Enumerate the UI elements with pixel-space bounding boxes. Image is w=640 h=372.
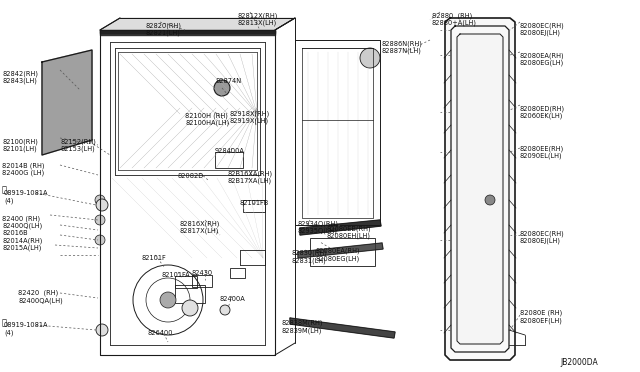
Text: 82820(RH)
82821(LH): 82820(RH) 82821(LH) — [145, 22, 181, 36]
Text: 82100H (RH)
82100HA(LH): 82100H (RH) 82100HA(LH) — [185, 112, 229, 126]
Text: 82430: 82430 — [192, 270, 213, 276]
Text: 82080E (RH)
82080EF(LH): 82080E (RH) 82080EF(LH) — [520, 310, 563, 324]
Text: 82080EA(RH)
82080EG(LH): 82080EA(RH) 82080EG(LH) — [316, 248, 360, 262]
Text: 928400A: 928400A — [215, 148, 245, 154]
Polygon shape — [290, 318, 395, 338]
Text: 82014B (RH)
82400G (LH): 82014B (RH) 82400G (LH) — [2, 162, 45, 176]
Text: 82152(RH)
82153(LH): 82152(RH) 82153(LH) — [60, 138, 96, 152]
Text: 82400A: 82400A — [220, 296, 246, 302]
Text: 82080EC(RH)
82080EJ(LH): 82080EC(RH) 82080EJ(LH) — [520, 230, 564, 244]
Text: 08919-1081A
(4): 08919-1081A (4) — [4, 190, 49, 203]
Circle shape — [96, 324, 108, 336]
Polygon shape — [457, 34, 503, 344]
Bar — [215, 152, 243, 168]
Text: 82934Q(RH)
82935Q(LH): 82934Q(RH) 82935Q(LH) — [298, 220, 339, 234]
Circle shape — [160, 292, 176, 308]
Polygon shape — [100, 30, 275, 35]
Text: 82400 (RH)
82400Q(LH)
82016B
82014A(RH)
82015A(LH): 82400 (RH) 82400Q(LH) 82016B 82014A(RH) … — [2, 215, 42, 251]
Text: 82080EB(RH)
82080EH(LH): 82080EB(RH) 82080EH(LH) — [327, 225, 372, 239]
Text: 82886N(RH)
82887N(LH): 82886N(RH) 82887N(LH) — [382, 40, 423, 54]
Circle shape — [95, 235, 105, 245]
Polygon shape — [445, 18, 515, 360]
Text: 82830(RH)
82831(LH): 82830(RH) 82831(LH) — [292, 250, 328, 264]
Text: 82080EC(RH)
82080EJ(LH): 82080EC(RH) 82080EJ(LH) — [520, 22, 564, 36]
Text: 82101FB: 82101FB — [240, 200, 269, 206]
Polygon shape — [100, 18, 295, 30]
Text: 82842(RH)
82843(LH): 82842(RH) 82843(LH) — [2, 70, 38, 84]
Text: 82100(RH)
82101(LH): 82100(RH) 82101(LH) — [2, 138, 38, 152]
Text: 82918X(RH)
82919X(LH): 82918X(RH) 82919X(LH) — [230, 110, 270, 124]
Circle shape — [220, 305, 230, 315]
Text: 826400: 826400 — [148, 330, 173, 336]
Circle shape — [95, 215, 105, 225]
Text: 82816X(RH)
82817X(LH): 82816X(RH) 82817X(LH) — [180, 220, 220, 234]
Text: 82812X(RH)
82813X(LH): 82812X(RH) 82813X(LH) — [238, 12, 278, 26]
Polygon shape — [300, 220, 381, 235]
Bar — [310, 238, 375, 266]
Text: Ⓝ: Ⓝ — [2, 185, 7, 194]
Circle shape — [95, 195, 105, 205]
Text: 82B16XA(RH)
82B17XA(LH): 82B16XA(RH) 82B17XA(LH) — [228, 170, 273, 184]
Circle shape — [214, 80, 230, 96]
Text: Ⓝ: Ⓝ — [2, 318, 7, 327]
Text: 82420  (RH)
82400QA(LH): 82420 (RH) 82400QA(LH) — [18, 290, 63, 304]
Text: 82101FA: 82101FA — [162, 272, 191, 278]
Polygon shape — [42, 50, 92, 155]
Text: 82101F: 82101F — [142, 255, 167, 261]
Text: 82874N: 82874N — [215, 78, 241, 84]
Bar — [175, 276, 197, 288]
Bar — [230, 268, 245, 278]
Polygon shape — [298, 243, 383, 258]
Text: 82880  (RH)
82880+A(LH): 82880 (RH) 82880+A(LH) — [432, 12, 477, 26]
Circle shape — [485, 195, 495, 205]
Bar — [243, 200, 265, 212]
Polygon shape — [100, 30, 275, 33]
Text: 82082D: 82082D — [178, 173, 204, 179]
Text: JB2000DA: JB2000DA — [560, 358, 598, 367]
Circle shape — [182, 300, 198, 316]
Text: 82080EE(RH)
82090EL(LH): 82080EE(RH) 82090EL(LH) — [520, 145, 564, 159]
Text: 82838M(RH)
82839M(LH): 82838M(RH) 82839M(LH) — [282, 320, 323, 334]
Text: 82080EA(RH)
82080EG(LH): 82080EA(RH) 82080EG(LH) — [520, 52, 564, 66]
Text: 08919-1081A
(4): 08919-1081A (4) — [4, 322, 49, 336]
Text: 82080ED(RH)
82060EK(LH): 82080ED(RH) 82060EK(LH) — [520, 105, 565, 119]
Circle shape — [360, 48, 380, 68]
Circle shape — [96, 199, 108, 211]
Bar — [192, 275, 212, 287]
Bar — [175, 285, 205, 303]
